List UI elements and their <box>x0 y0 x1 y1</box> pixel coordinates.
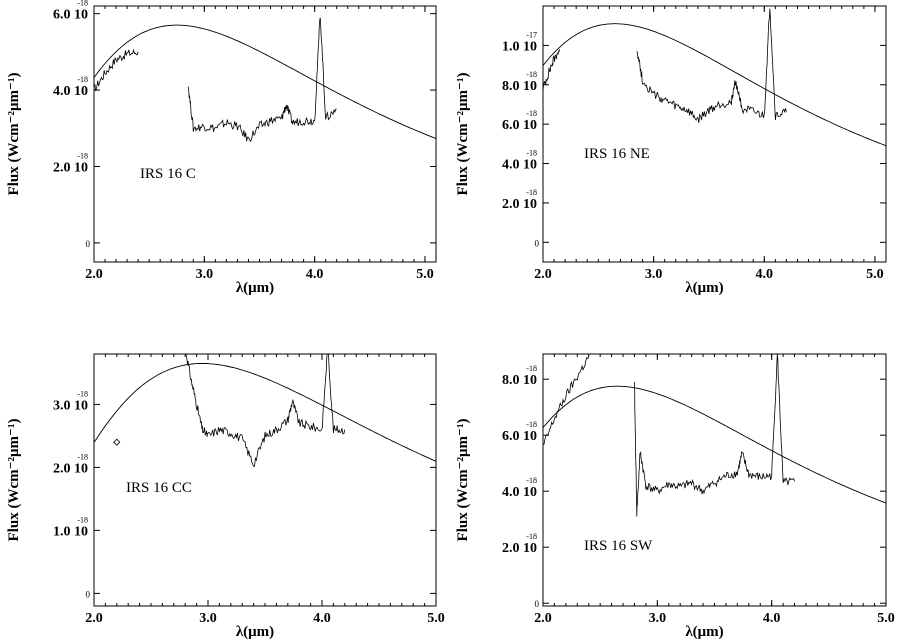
x-tick-label: 3.0 <box>645 267 663 282</box>
y-tick-exponent: -18 <box>77 452 88 461</box>
y-tick-exponent: -18 <box>77 75 88 84</box>
blackbody-fit-line <box>543 385 886 504</box>
y-tick-label: 4.0 10 <box>53 84 88 99</box>
x-axis-title: λ(μm) <box>236 624 274 640</box>
x-tick-label: 4.0 <box>763 611 781 626</box>
blackbody-fit-line <box>94 363 436 462</box>
y-tick-label: 0 <box>535 599 540 609</box>
spectrum-series-line <box>636 8 787 123</box>
y-tick-label: 6.0 10 <box>53 8 88 23</box>
y-tick-label: 0 <box>86 239 91 249</box>
y-tick-label: 6.0 10 <box>502 118 537 133</box>
spectrum-series-line <box>187 17 337 143</box>
panel-label: IRS 16 C <box>140 166 196 182</box>
x-tick-label: 3.0 <box>649 611 667 626</box>
plot-frame <box>542 5 887 263</box>
y-tick-exponent: -18 <box>526 70 537 79</box>
x-axis-title: λ(μm) <box>685 280 723 296</box>
chart-panel-irs16sw: 2.0 3.0 4.0 5.002.0 10-184.0 10-186.0 10-18… <box>455 353 895 640</box>
x-tick-label: 5.0 <box>866 267 884 282</box>
x-tick-label: 2.0 <box>534 611 552 626</box>
x-tick-label: 4.0 <box>306 267 324 282</box>
x-tick-label: 5.0 <box>427 611 445 626</box>
x-tick-label: 5.0 <box>877 611 895 626</box>
spectrum-series-line <box>185 354 346 467</box>
y-tick-label: 1.0 10 <box>53 524 88 539</box>
panel-label: IRS 16 NE <box>584 146 650 162</box>
y-tick-label: 2.0 10 <box>502 541 537 556</box>
y-tick-exponent: -17 <box>526 30 537 39</box>
y-tick-exponent: -18 <box>526 476 537 485</box>
y-tick-label: 0 <box>535 238 540 248</box>
y-tick-exponent: -18 <box>526 109 537 118</box>
y-tick-exponent: -18 <box>77 389 88 398</box>
x-tick-label: 3.0 <box>196 267 214 282</box>
chart-panel-irs16cc: 2.0 3.0 4.0 5.001.0 10-182.0 10-183.0 10-18… <box>6 353 445 640</box>
y-tick-label: 1.0 10 <box>502 39 537 54</box>
spectrum-series-line <box>634 354 795 517</box>
y-tick-exponent: -18 <box>77 151 88 160</box>
x-tick-label: 4.0 <box>756 267 774 282</box>
y-tick-label: 0 <box>86 589 91 599</box>
y-tick-label: 2.0 10 <box>53 461 88 476</box>
x-axis-title: λ(μm) <box>236 280 274 296</box>
y-tick-exponent: -18 <box>526 364 537 373</box>
photometry-point-marker <box>113 438 121 446</box>
y-axis-title: Flux (Wcm⁻²μm⁻¹) <box>6 73 22 196</box>
y-tick-label: 8.0 10 <box>502 79 537 94</box>
spectrum-series-line <box>543 49 560 92</box>
y-tick-label: 6.0 10 <box>502 429 537 444</box>
y-tick-exponent: -18 <box>526 188 537 197</box>
x-tick-label: 2.0 <box>534 267 552 282</box>
y-tick-label: 2.0 10 <box>53 160 88 175</box>
spectrum-series-line <box>94 48 139 92</box>
y-tick-label: 8.0 10 <box>502 373 537 388</box>
chart-panel-irs16c: 2.0 3.0 4.0 5.002.0 10-184.0 10-186.0 10-18… <box>6 0 437 296</box>
x-tick-label: 5.0 <box>416 267 434 282</box>
x-tick-label: 2.0 <box>85 611 103 626</box>
chart-panel-irs16ne: 2.0 3.0 4.0 5.002.0 10-184.0 10-186.0 10-18… <box>455 5 887 296</box>
x-tick-label: 4.0 <box>313 611 331 626</box>
blackbody-fit-line <box>94 24 436 140</box>
y-axis-title: Flux (Wcm⁻²μm⁻¹) <box>455 419 471 542</box>
y-axis-title: Flux (Wcm⁻²μm⁻¹) <box>455 73 471 196</box>
y-axis-title: Flux (Wcm⁻²μm⁻¹) <box>6 419 22 542</box>
y-tick-exponent: -18 <box>77 515 88 524</box>
y-tick-exponent: -18 <box>77 0 88 8</box>
panel-label: IRS 16 SW <box>584 538 653 554</box>
x-axis-title: λ(μm) <box>685 624 723 640</box>
spectrum-series-line <box>543 356 590 445</box>
panel-label: IRS 16 CC <box>126 480 192 496</box>
x-tick-label: 3.0 <box>199 611 217 626</box>
y-tick-label: 3.0 10 <box>53 398 88 413</box>
y-tick-exponent: -18 <box>526 532 537 541</box>
plot-frame <box>542 353 887 607</box>
y-tick-label: 2.0 10 <box>502 197 537 212</box>
plot-frame <box>93 5 437 263</box>
y-tick-exponent: -18 <box>526 149 537 158</box>
y-tick-label: 4.0 10 <box>502 158 537 173</box>
x-tick-label: 2.0 <box>85 267 103 282</box>
y-tick-label: 4.0 10 <box>502 485 537 500</box>
blackbody-fit-line <box>543 23 886 147</box>
y-tick-exponent: -18 <box>526 420 537 429</box>
